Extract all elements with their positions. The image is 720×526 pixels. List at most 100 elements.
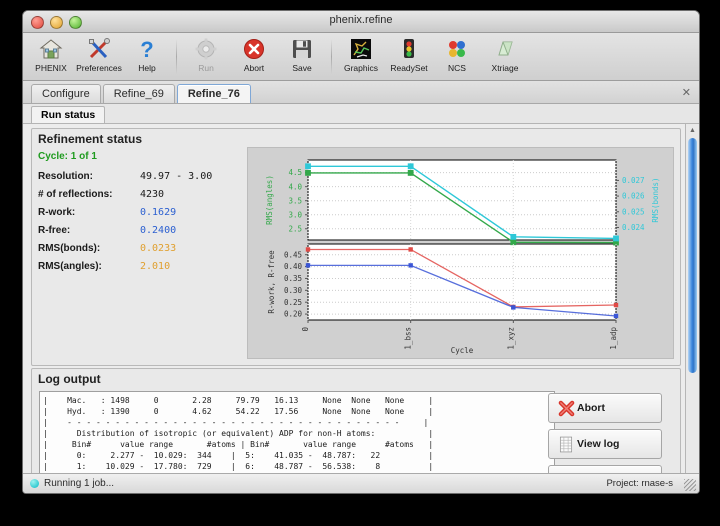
stat-row: RMS(bonds): 0.0233	[38, 243, 238, 254]
toolbar-label: Save	[292, 63, 312, 73]
close-tab-icon[interactable]: ✕	[681, 87, 691, 99]
tab-bar: Configure Refine_69 Refine_76 ✕	[23, 81, 699, 104]
svg-text:0.30: 0.30	[284, 286, 303, 295]
svg-text:0.024: 0.024	[622, 223, 645, 232]
tab-configure[interactable]: Configure	[31, 84, 101, 103]
color-wheel-icon	[433, 36, 481, 62]
svg-text:0.40: 0.40	[284, 262, 303, 271]
svg-text:0: 0	[301, 327, 310, 332]
svg-text:RMS(bonds): RMS(bonds)	[651, 177, 660, 222]
stat-value: 49.97 - 3.00	[140, 171, 213, 182]
stat-row: Resolution: 49.97 - 3.00	[38, 171, 238, 182]
toolbar-label: NCS	[448, 63, 466, 73]
running-indicator-icon	[30, 479, 39, 488]
refinement-statistics-list: Cycle: 1 of 1 Resolution: 49.97 - 3.00 # o…	[38, 151, 238, 355]
stat-row: R-free: 0.2400	[38, 225, 238, 236]
house-icon	[27, 36, 75, 62]
main-scrollbar[interactable]: ▲ ▼	[685, 124, 699, 493]
window-title: phenix.refine	[329, 14, 393, 26]
minimize-window-button[interactable]	[50, 16, 63, 29]
refinement-plot-svg: 2.5 3.0 3.5 4.0 4.5 0.024 0.025 0.026 0.027 RMS(a…	[265, 159, 660, 355]
crystal-icon	[481, 36, 529, 62]
svg-text:2.5: 2.5	[288, 224, 302, 233]
toolbar-label: Run	[198, 63, 214, 73]
maximize-window-button[interactable]	[69, 16, 82, 29]
tab-refine-76[interactable]: Refine_76	[176, 84, 251, 103]
svg-text:3.0: 3.0	[288, 210, 302, 219]
cycle-label: Cycle: 1 of 1	[38, 151, 97, 162]
project-label: Project: rnase-s	[606, 478, 673, 489]
traffic-light-icon	[385, 36, 433, 62]
toolbar-button-readyset[interactable]: ReadySet	[385, 35, 433, 73]
toolbar-label: Graphics	[343, 63, 378, 73]
svg-text:0.20: 0.20	[284, 310, 303, 319]
view-log-button[interactable]: View log	[548, 429, 662, 459]
svg-text:?: ?	[140, 37, 153, 61]
document-table-icon	[555, 436, 577, 453]
status-bar: Running 1 job... Project: rnase-s	[23, 473, 699, 493]
main-toolbar: PHENIX Preferences ? Help	[23, 33, 699, 81]
toolbar-button-abort[interactable]: Abort	[230, 35, 278, 73]
toolbar-label: PHENIX	[35, 63, 67, 73]
stat-value: 4230	[140, 189, 165, 200]
toolbar-button-phenix[interactable]: PHENIX	[27, 35, 75, 73]
svg-text:R-work, R-free: R-work, R-free	[267, 250, 276, 314]
abort-button-label: Abort	[577, 402, 605, 414]
toolbar-label: Xtriage	[491, 63, 519, 73]
svg-text:Cycle: Cycle	[451, 346, 474, 355]
refinement-status-title: Refinement status	[38, 132, 143, 146]
tab-refine-69[interactable]: Refine_69	[102, 84, 175, 103]
svg-text:3.5: 3.5	[288, 196, 302, 205]
question-mark-icon: ?	[123, 36, 171, 62]
toolbar-separator	[331, 39, 332, 74]
close-window-button[interactable]	[31, 16, 44, 29]
stat-row: RMS(angles): 2.010	[38, 261, 238, 272]
svg-text:0.45: 0.45	[284, 250, 302, 259]
stat-key: # of reflections:	[38, 189, 113, 200]
svg-text:4.0: 4.0	[288, 182, 302, 191]
molecule-icon	[337, 36, 385, 62]
abort-button[interactable]: Abort	[548, 393, 662, 423]
svg-text:4.5: 4.5	[288, 168, 302, 177]
toolbar-button-ncs[interactable]: NCS	[433, 35, 481, 73]
stop-x-icon	[230, 36, 278, 62]
svg-text:0.35: 0.35	[284, 274, 302, 283]
resize-grip-icon[interactable]	[684, 479, 696, 491]
stat-key: R-work:	[38, 207, 76, 218]
toolbar-separator	[176, 39, 177, 74]
stat-key: R-free:	[38, 225, 71, 236]
sub-tab-run-status[interactable]: Run status	[31, 106, 106, 123]
stat-row: R-work: 0.1629	[38, 207, 238, 218]
svg-text:RMS(angles): RMS(angles)	[265, 175, 274, 225]
toolbar-button-save[interactable]: Save	[278, 35, 326, 73]
running-status-text: Running 1 job...	[44, 478, 115, 489]
stat-row: # of reflections: 4230	[38, 189, 238, 200]
window-titlebar: phenix.refine	[23, 11, 699, 33]
svg-text:1_bss: 1_bss	[404, 327, 413, 350]
stat-key: Resolution:	[38, 171, 93, 182]
toolbar-label: Abort	[243, 63, 265, 73]
toolbar-label: Help	[138, 63, 156, 73]
stat-value: 0.0233	[140, 243, 177, 254]
scroll-up-arrow-icon[interactable]: ▲	[689, 127, 696, 134]
svg-text:1_adp: 1_adp	[609, 327, 618, 350]
toolbar-button-graphics[interactable]: Graphics	[337, 35, 385, 73]
stat-key: RMS(angles):	[38, 261, 102, 272]
toolbar-label: Preferences	[76, 63, 122, 73]
toolbar-button-xtriage[interactable]: Xtriage	[481, 35, 529, 73]
application-window: phenix.refine PHENIX	[22, 10, 700, 494]
toolbar-button-run[interactable]: Run	[182, 35, 230, 73]
toolbar-label: ReadySet	[390, 63, 428, 73]
stat-value: 0.2400	[140, 225, 177, 236]
main-scrollbar-thumb[interactable]	[688, 138, 697, 373]
svg-text:0.027: 0.027	[622, 176, 645, 185]
svg-text:0.025: 0.025	[622, 207, 645, 216]
svg-text:1_xyz: 1_xyz	[506, 327, 515, 350]
svg-text:0.026: 0.026	[622, 192, 645, 201]
toolbar-button-preferences[interactable]: Preferences	[75, 35, 123, 73]
gear-icon	[182, 36, 230, 62]
toolbar-button-help[interactable]: ? Help	[123, 35, 171, 73]
log-output-title: Log output	[38, 372, 101, 386]
window-controls[interactable]	[31, 16, 82, 29]
view-log-button-label: View log	[577, 438, 620, 450]
